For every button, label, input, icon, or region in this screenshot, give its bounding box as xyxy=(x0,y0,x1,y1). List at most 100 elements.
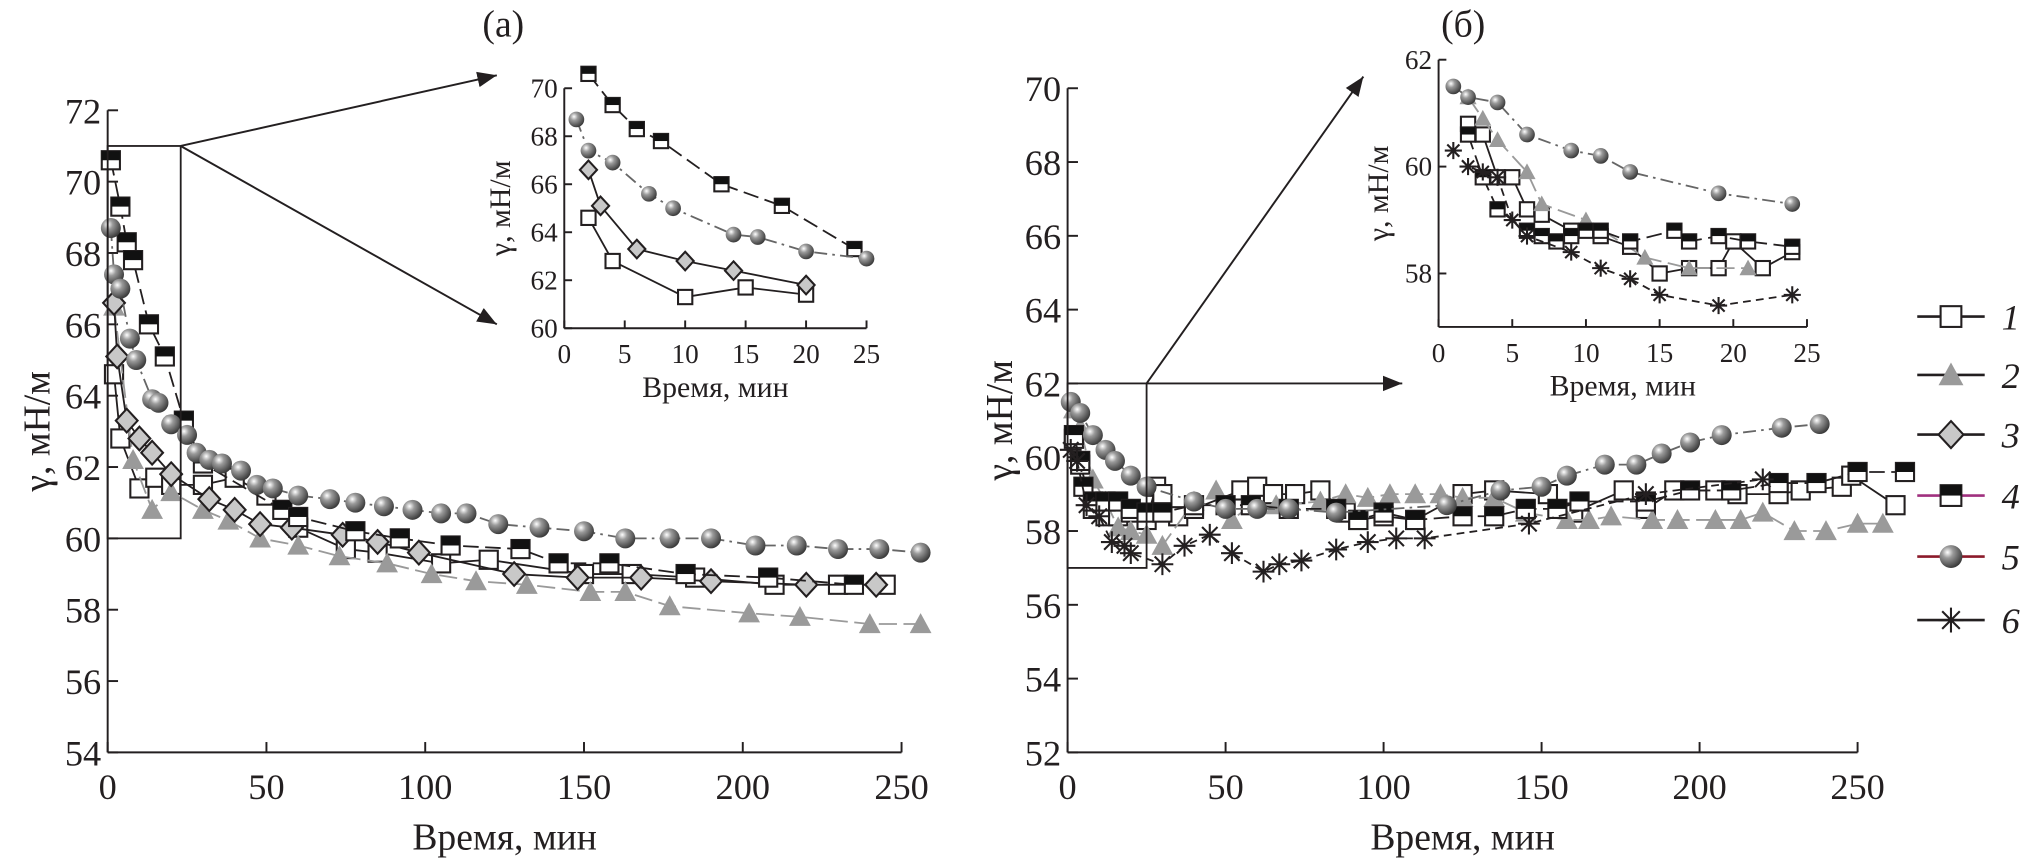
marker-half-square-fill xyxy=(1722,481,1741,491)
marker-half-square-fill xyxy=(117,233,136,243)
marker-half-square-fill xyxy=(139,315,159,325)
marker-sphere xyxy=(1710,185,1727,202)
series-4-line xyxy=(1467,134,1793,248)
marker-sphere xyxy=(1563,142,1580,159)
marker-triangle xyxy=(1221,509,1243,530)
x-tick-label: 0 xyxy=(99,767,117,807)
zoom-box xyxy=(1066,382,1148,569)
marker-open-square xyxy=(1651,265,1668,282)
legend-item-1: 1 xyxy=(1917,298,2020,338)
x-tick-label: 15 xyxy=(732,339,759,369)
y-tick-label: 66 xyxy=(1025,217,1061,257)
marker-open-square xyxy=(1754,259,1771,277)
marker-sphere xyxy=(373,496,394,517)
marker-sphere xyxy=(910,542,931,563)
marker-sphere xyxy=(1594,454,1615,475)
marker-asterisk xyxy=(1325,538,1348,561)
marker-sphere xyxy=(615,528,636,549)
marker-half-square-fill xyxy=(1460,127,1476,135)
marker-triangle xyxy=(217,509,240,530)
marker-asterisk xyxy=(1938,607,1964,633)
marker-diamond xyxy=(628,564,654,591)
marker-half-square-fill xyxy=(581,66,596,74)
marker-half-square-fill xyxy=(1681,234,1697,242)
marker-sphere xyxy=(319,489,340,510)
marker-sphere xyxy=(177,424,198,445)
series-5 xyxy=(100,218,931,563)
marker-half-square-fill xyxy=(676,564,695,575)
y-tick-label: 70 xyxy=(65,163,101,203)
series-4-line xyxy=(587,73,855,250)
marker-sphere xyxy=(574,521,594,542)
zoom-arrow xyxy=(180,71,498,147)
marker-half-square-fill xyxy=(600,554,619,564)
x-tick-label: 0 xyxy=(1432,338,1446,368)
marker-sphere xyxy=(1490,480,1511,501)
marker-sphere xyxy=(869,539,890,560)
marker-diamond xyxy=(578,159,599,181)
legend-label: 6 xyxy=(2002,601,2020,641)
legend-item-4: 4 xyxy=(1917,477,2020,517)
x-tick-label: 50 xyxy=(1207,767,1243,807)
marker-sphere xyxy=(262,478,283,499)
marker-asterisk xyxy=(1634,483,1657,506)
marker-half-square-fill xyxy=(1109,492,1128,502)
marker-asterisk xyxy=(1385,527,1408,550)
marker-asterisk xyxy=(1252,560,1275,583)
marker-triangle xyxy=(1600,505,1623,526)
marker-half-square-fill xyxy=(1570,492,1589,502)
marker-triangle xyxy=(858,613,881,634)
x-axis-label: Время, мин xyxy=(642,371,788,404)
marker-sphere xyxy=(119,328,140,349)
y-tick-label: 62 xyxy=(531,265,558,295)
y-axis-label: γ, мН/м xyxy=(484,160,517,257)
x-tick-label: 100 xyxy=(398,767,452,807)
marker-sphere xyxy=(211,453,232,474)
marker-triangle xyxy=(1751,501,1774,522)
marker-sphere xyxy=(1070,402,1091,423)
marker-sphere xyxy=(580,142,597,159)
marker-triangle xyxy=(160,481,183,502)
y-tick-label: 70 xyxy=(1025,69,1061,109)
marker-sphere xyxy=(1711,425,1732,446)
series-2-line xyxy=(1073,408,1883,548)
y-axis-label: γ, мН/м xyxy=(16,371,58,493)
inset-chart-a: 0 5 10 15 20 25 60 62 64 66 68 70 Время, мин γ, мН/м xyxy=(484,65,880,404)
marker-triangle xyxy=(909,613,932,634)
marker-diamond xyxy=(675,250,696,272)
marker-asterisk xyxy=(1444,141,1462,160)
marker-sphere xyxy=(529,517,550,538)
zoom-arrow xyxy=(1145,76,1365,384)
marker-open-square xyxy=(580,209,597,227)
marker-half-square-fill xyxy=(1740,234,1756,242)
chart-b: 0 50 100 150 200 25052545658606264666870Время… xyxy=(979,69,1916,859)
series-5 xyxy=(1445,78,1801,212)
y-tick-label: 58 xyxy=(65,591,101,631)
x-tick-label: 5 xyxy=(618,339,632,369)
marker-half-square-fill xyxy=(441,536,460,546)
marker-diamond xyxy=(501,560,527,588)
marker-half-square-fill xyxy=(1453,507,1472,517)
y-tick-label: 64 xyxy=(1025,291,1061,331)
marker-diamond xyxy=(626,238,647,260)
marker-diamond xyxy=(114,407,140,434)
marker-sphere xyxy=(1651,443,1672,464)
marker-diamond xyxy=(793,571,819,599)
marker-asterisk xyxy=(1059,438,1082,461)
marker-half-square-fill xyxy=(1623,234,1638,242)
marker-triangle xyxy=(1555,509,1578,530)
marker-sphere xyxy=(1592,148,1609,164)
marker-asterisk xyxy=(1621,270,1639,288)
marker-triangle xyxy=(1151,534,1174,555)
series-5-line xyxy=(1070,401,1820,514)
marker-asterisk xyxy=(1751,468,1774,491)
marker-diamond xyxy=(590,195,611,217)
zoom-box xyxy=(106,145,182,540)
y-tick-label: 60 xyxy=(1405,152,1432,182)
series-4 xyxy=(1459,126,1801,255)
marker-triangle xyxy=(1680,259,1698,276)
marker-half-square-fill xyxy=(1534,228,1549,237)
marker-sphere xyxy=(1120,465,1141,486)
marker-triangle xyxy=(1518,163,1536,180)
marker-sphere xyxy=(402,499,423,520)
